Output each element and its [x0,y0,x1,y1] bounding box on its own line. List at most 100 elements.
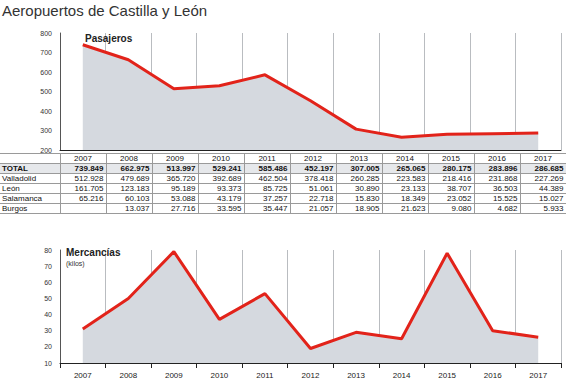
svg-text:70: 70 [44,263,52,270]
html-text:286.685: 286.685 [534,164,564,173]
html-text:2015: 2015 [442,154,460,163]
html-text:2013: 2013 [350,154,368,163]
html-text:22.718: 22.718 [309,194,334,203]
svg-text:200: 200 [40,147,52,154]
html-text:123.183: 123.183 [120,184,150,193]
html-text:2017: 2017 [534,154,552,163]
svg-text:2007: 2007 [74,371,92,380]
html-text:223.583: 223.583 [396,174,426,183]
html-text:21.623: 21.623 [401,204,426,213]
html-text:Aeropuertos de Castilla y León: Aeropuertos de Castilla y León [2,2,208,19]
html-text:13.037: 13.037 [125,204,150,213]
html-text:260.285: 260.285 [350,174,380,183]
svg-text:2013: 2013 [347,371,365,380]
html-text:35.447: 35.447 [263,204,288,213]
svg-text:2014: 2014 [393,371,411,380]
html-text:513.997: 513.997 [166,164,196,173]
html-text:392.689: 392.689 [212,174,242,183]
svg-text:2008: 2008 [119,371,137,380]
html-text:452.197: 452.197 [304,164,334,173]
html-text:662.975: 662.975 [120,164,150,173]
html-text:9.080: 9.080 [451,204,472,213]
html-text:Salamanca: Salamanca [2,194,42,203]
html-text:51.061: 51.061 [309,184,334,193]
svg-text:2012: 2012 [302,371,320,380]
html-text:283.896: 283.896 [488,164,518,173]
svg-text:30: 30 [44,327,52,334]
html-text:TOTAL: TOTAL [2,164,28,173]
svg-text:400: 400 [40,108,52,115]
html-text:739.849: 739.849 [74,164,104,173]
html-text:378.418: 378.418 [304,174,334,183]
svg-text:2017: 2017 [529,371,547,380]
html-text:85.725: 85.725 [263,184,288,193]
html-text:479.689: 479.689 [120,174,150,183]
html-text:5.933: 5.933 [543,204,564,213]
svg-text:40: 40 [44,311,52,318]
html-text:21.057: 21.057 [309,204,334,213]
html-text:36.503: 36.503 [493,184,518,193]
svg-text:2011: 2011 [256,371,274,380]
html-text:37.257: 37.257 [263,194,288,203]
html-text:2014: 2014 [396,154,414,163]
svg-text:20: 20 [44,343,52,350]
svg-text:300: 300 [40,127,52,134]
html-text:33.595: 33.595 [217,204,242,213]
html-text:307.005: 307.005 [350,164,380,173]
svg-text:Pasajeros: Pasajeros [85,33,133,44]
svg-text:700: 700 [40,49,52,56]
html-text:2007: 2007 [74,154,92,163]
html-text:2010: 2010 [212,154,230,163]
svg-text:800: 800 [40,30,52,37]
html-text:León: León [2,184,20,193]
html-text:2016: 2016 [488,154,506,163]
html-text:43.179: 43.179 [217,194,242,203]
html-text:2011: 2011 [258,154,276,163]
html-text:23.133: 23.133 [401,184,426,193]
html-text:27.716: 27.716 [171,204,196,213]
html-text:15.027: 15.027 [539,194,564,203]
html-text:23.052: 23.052 [447,194,472,203]
html-text:265.065: 265.065 [396,164,426,173]
html-text:365.720: 365.720 [166,174,196,183]
svg-text:10: 10 [44,360,52,367]
html-text:93.373: 93.373 [217,184,242,193]
html-text:231.868: 231.868 [488,174,518,183]
html-text:65.216: 65.216 [79,194,104,203]
html-text:2009: 2009 [166,154,184,163]
html-text:60.103: 60.103 [125,194,150,203]
svg-text:80: 80 [44,247,52,254]
html-text:529.241: 529.241 [212,164,242,173]
html-text:95.189: 95.189 [171,184,196,193]
html-text:15.525: 15.525 [493,194,518,203]
svg-text:60: 60 [44,279,52,286]
html-text:18.349: 18.349 [401,194,426,203]
svg-text:500: 500 [40,88,52,95]
html-text:218.416: 218.416 [442,174,472,183]
html-text:Burgos: Burgos [2,204,28,213]
html-text:Valladolid: Valladolid [2,174,37,183]
html-text:2012: 2012 [304,154,322,163]
html-text:18.905: 18.905 [355,204,380,213]
html-text:280.175: 280.175 [442,164,472,173]
svg-text:2015: 2015 [438,371,456,380]
html-text:44.389: 44.389 [539,184,564,193]
svg-text:2010: 2010 [211,371,229,380]
svg-text:2016: 2016 [484,371,502,380]
html-text:38.707: 38.707 [447,184,472,193]
html-text:2008: 2008 [120,154,138,163]
html-text:512.928: 512.928 [74,174,104,183]
html-text:161.705: 161.705 [74,184,104,193]
svg-text:600: 600 [40,69,52,76]
html-text:30.890: 30.890 [355,184,380,193]
html-text:53.088: 53.088 [171,194,196,203]
svg-text:Mercancías: Mercancías [66,247,121,258]
svg-text:(kilos): (kilos) [66,260,85,268]
svg-text:2009: 2009 [165,371,183,380]
html-text:15.830: 15.830 [355,194,380,203]
html-text:585.486: 585.486 [258,164,288,173]
html-text:4.682: 4.682 [497,204,518,213]
html-text:227.269: 227.269 [534,174,564,183]
svg-text:50: 50 [44,295,52,302]
html-text:462.504: 462.504 [258,174,288,183]
